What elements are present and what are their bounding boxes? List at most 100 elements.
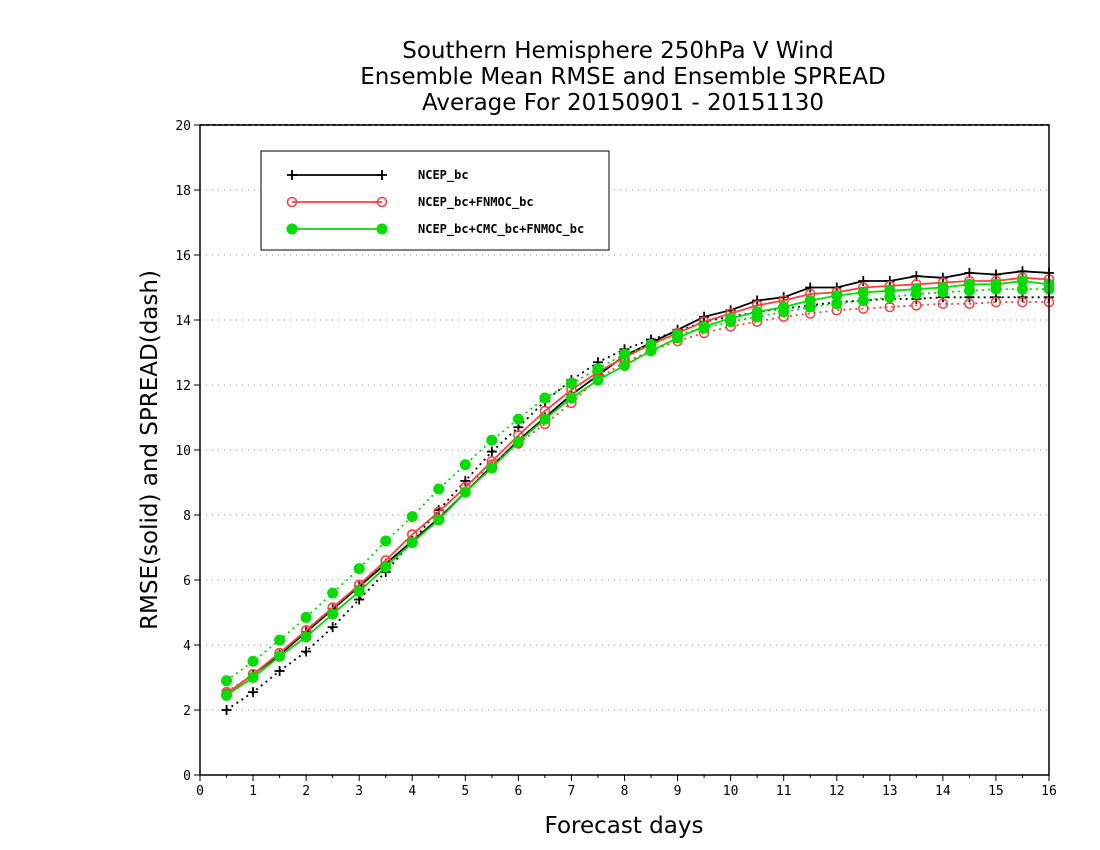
legend-entry-ncep-bc: NCEP_bc [287,168,469,183]
legend-marker [376,196,388,208]
ncep-bc-cmc-bc-fnmoc-bc-rmse-point [512,436,524,448]
ncep-bc-cmc-bc-fnmoc-bc-spread-point [539,392,551,404]
series-ncep-bc [221,266,1054,715]
ncep-bc-fnmoc-bc-spread-point [937,298,949,309]
x-tick-label: 13 [882,784,898,799]
legend-marker [376,223,388,235]
legend-entry-ncep-bc-fnmoc-bc: NCEP_bc+FNMOC_bc [286,195,534,210]
x-tick-label: 9 [674,784,682,799]
ncep-bc-cmc-bc-fnmoc-bc-spread-point [380,535,392,547]
ncep-bc-spread-point [274,666,285,676]
ncep-bc-cmc-bc-fnmoc-bc-spread-point [857,295,869,306]
ncep-bc-cmc-bc-fnmoc-bc-rmse-point [565,392,577,404]
x-tick-label: 7 [568,784,576,799]
x-tick-label: 11 [776,784,792,799]
ncep-bc-cmc-bc-fnmoc-bc-spread-point [565,377,577,389]
title-line-1: Southern Hemisphere 250hPa V Wind [402,38,833,64]
ncep-bc-rmse-point [858,276,869,286]
ncep-bc-cmc-bc-fnmoc-bc-spread-point [698,322,710,334]
legend-marker [286,223,298,235]
x-tick-label: 10 [723,784,739,799]
ncep-bc-spread-point [486,446,497,457]
legend-marker [377,170,387,180]
ncep-bc-cmc-bc-fnmoc-bc-spread-point [884,291,896,303]
ncep-bc-cmc-bc-fnmoc-bc-rmse-point [619,360,630,371]
series-ncep-bc-cmc-bc-fnmoc-bc [221,275,1055,701]
ncep-bc-cmc-bc-fnmoc-bc-spread-point [512,413,524,425]
x-tick-label: 6 [514,784,522,799]
ncep-bc-cmc-bc-fnmoc-bc-spread-point [353,563,365,575]
ncep-bc-cmc-bc-fnmoc-bc-rmse-point [380,561,392,573]
ncep-bc-cmc-bc-fnmoc-bc-rmse-point [247,672,259,683]
legend-box [260,150,610,251]
legend-entry-ncep-bc-cmc-bc-fnmoc-bc: NCEP_bc+CMC_bc+FNMOC_bc [286,222,584,237]
x-tick-label: 14 [935,784,951,799]
y-tick-label: 18 [175,184,191,199]
ncep-bc-cmc-bc-fnmoc-bc-rmse-point [353,585,365,597]
y-tick-label: 14 [175,314,191,329]
y-tick-label: 16 [175,249,191,264]
ncep-bc-cmc-bc-fnmoc-bc-spread-line [225,288,1049,682]
ncep-bc-cmc-bc-fnmoc-bc-spread-point [672,329,684,341]
ncep-bc-spread-point [327,622,338,633]
ncep-bc-cmc-bc-fnmoc-bc-spread-point [619,348,630,360]
ncep-bc-cmc-bc-fnmoc-bc-spread-point [486,434,498,446]
y-tick-label: 4 [183,639,191,654]
ncep-bc-cmc-bc-fnmoc-bc-rmse-point [539,413,551,425]
y-tick-label: 12 [175,379,191,394]
ncep-bc-cmc-bc-fnmoc-bc-spread-point [910,288,922,300]
legend-label: NCEP_bc [418,168,469,183]
ncep-bc-cmc-bc-fnmoc-bc-spread-point [751,311,763,323]
ncep-bc-spread-point [221,705,232,715]
ncep-bc-cmc-bc-fnmoc-bc-spread-point [1016,283,1028,295]
ncep-bc-fnmoc-bc-spread-point [1017,296,1028,308]
ncep-bc-fnmoc-bc-spread-line [225,301,1049,693]
ncep-bc-spread-point [460,475,471,486]
y-tick-label: 20 [175,119,191,134]
series-ncep-bc-fnmoc-bc [221,272,1055,699]
x-tick-label: 4 [408,784,416,799]
ncep-bc-cmc-bc-fnmoc-bc-spread-point [990,283,1002,295]
ncep-bc-cmc-bc-fnmoc-bc-rmse-line [225,280,1050,697]
ncep-bc-fnmoc-bc-spread-point [964,298,975,309]
ncep-bc-fnmoc-bc-rmse-line [225,276,1050,695]
ncep-bc-rmse-point [1017,266,1028,277]
ncep-bc-rmse-point [990,269,1001,280]
ncep-bc-spread-point [248,687,259,698]
ncep-bc-cmc-bc-fnmoc-bc-spread-point [274,634,286,646]
ncep-bc-cmc-bc-fnmoc-bc-rmse-point [221,689,233,701]
ncep-bc-cmc-bc-fnmoc-bc-rmse-point [459,486,471,498]
ncep-bc-cmc-bc-fnmoc-bc-spread-point [645,338,657,350]
legend-marker [286,196,298,208]
ncep-bc-rmse-point [805,282,816,293]
ncep-bc-cmc-bc-fnmoc-bc-rmse-point [486,462,498,474]
ncep-bc-cmc-bc-fnmoc-bc-spread-point [592,363,604,375]
ncep-bc-cmc-bc-fnmoc-bc-spread-point [831,298,843,310]
legend: NCEP_bc NCEP_bc+FNMOC_bc NCEP_bc+CMC_bc+FN… [260,150,610,251]
x-tick-label: 8 [621,784,629,799]
ncep-bc-cmc-bc-fnmoc-bc-spread-point [963,285,975,297]
title-line-3: Average For 20150901 - 20151130 [422,90,824,116]
ncep-bc-cmc-bc-fnmoc-bc-spread-point [459,459,471,471]
ncep-bc-cmc-bc-fnmoc-bc-spread-point [804,301,816,313]
ncep-bc-cmc-bc-fnmoc-bc-spread-point [221,675,233,687]
x-tick-label: 1 [249,784,257,799]
ncep-bc-cmc-bc-fnmoc-bc-spread-point [778,306,790,318]
x-tick-label: 2 [302,784,310,799]
y-tick-label: 8 [183,509,191,524]
ncep-bc-cmc-bc-fnmoc-bc-spread-point [247,655,259,667]
ncep-bc-rmse-line [225,270,1050,695]
ncep-bc-cmc-bc-fnmoc-bc-spread-point [725,316,737,328]
x-tick-label: 3 [355,784,363,799]
x-tick-label: 0 [196,784,204,799]
y-tick-label: 6 [183,574,191,589]
ncep-bc-cmc-bc-fnmoc-bc-spread-point [327,587,339,599]
legend-label: NCEP_bc+FNMOC_bc [418,195,534,210]
ncep-bc-cmc-bc-fnmoc-bc-spread-point [937,286,949,298]
x-axis-label: Forecast days [545,813,704,839]
ncep-bc-cmc-bc-fnmoc-bc-rmse-point [592,374,604,386]
y-tick-label: 10 [175,444,191,459]
x-tick-label: 12 [829,784,845,799]
